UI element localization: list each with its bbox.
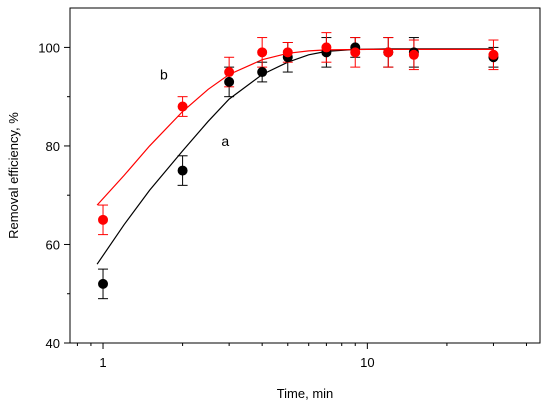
series-label-b: b	[160, 66, 168, 82]
point-b	[408, 49, 419, 60]
y-tick-label: 80	[46, 139, 60, 154]
y-tick-label: 40	[46, 336, 60, 351]
series-annotations: ab	[160, 66, 229, 149]
y-tick-label: 60	[46, 237, 60, 252]
fit-lines	[96, 48, 494, 265]
point-b	[488, 49, 499, 60]
data-points	[98, 42, 499, 289]
point-b	[98, 214, 109, 225]
y-axis-title: Removal efficiency, %	[6, 112, 21, 239]
point-a	[177, 165, 188, 176]
x-minor-ticks	[76, 343, 527, 346]
plot-border	[69, 7, 541, 344]
x-axis-title: Time, min	[277, 386, 334, 401]
tick-labels: 40 60 80 100 1 10	[38, 40, 374, 370]
series-label-a: a	[221, 133, 229, 149]
point-b	[282, 47, 293, 58]
point-b	[177, 101, 188, 112]
point-b	[321, 42, 332, 53]
point-a	[257, 67, 268, 78]
point-a	[224, 76, 235, 87]
point-b	[350, 47, 361, 58]
major-ticks	[64, 46, 368, 349]
error-bars	[98, 32, 499, 300]
x-tick-label: 10	[360, 355, 374, 370]
y-tick-label: 100	[38, 40, 60, 55]
fit-line-a	[96, 48, 494, 265]
x-tick-label: 1	[99, 355, 106, 370]
point-a	[98, 278, 109, 289]
plot-frame	[69, 7, 541, 344]
point-b	[224, 67, 235, 78]
point-b	[383, 47, 394, 58]
point-b	[257, 47, 268, 58]
